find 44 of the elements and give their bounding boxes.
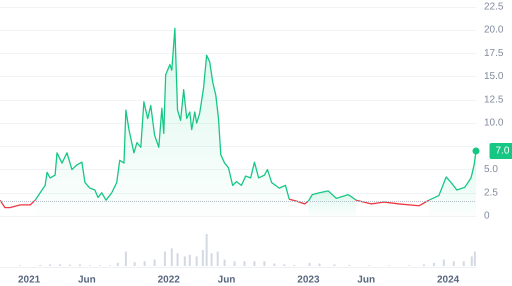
- y-tick-label: 0: [484, 210, 490, 222]
- bar: [273, 263, 276, 266]
- y-tick-label: 22.5: [484, 2, 504, 12]
- bar: [224, 260, 226, 266]
- bar: [184, 256, 186, 266]
- bar: [210, 253, 213, 266]
- annotation: 7.0: [496, 145, 510, 156]
- y-tick-label: 12.5: [484, 94, 504, 106]
- x-tick-label: 2022: [158, 274, 180, 286]
- bar: [216, 252, 219, 266]
- x-tick-label: 2021: [18, 274, 41, 286]
- bar: [154, 260, 156, 266]
- bar: [432, 262, 435, 266]
- y-tick-label: 15.0: [484, 71, 504, 82]
- bar: [462, 261, 465, 266]
- bar: [474, 252, 476, 266]
- bar: [442, 260, 445, 266]
- y-tick-label: 20.0: [484, 24, 504, 36]
- bar: [452, 261, 455, 266]
- bar: [144, 261, 146, 266]
- bar: [188, 254, 191, 266]
- bar: [318, 263, 320, 266]
- bar: [164, 252, 166, 266]
- bar: [206, 234, 208, 266]
- bar: [196, 256, 198, 266]
- bar: [170, 248, 173, 266]
- y-tick-label: 17.5: [484, 48, 504, 59]
- bar: [124, 252, 127, 266]
- bar: [244, 261, 246, 266]
- bar: [116, 262, 119, 266]
- y-tick-label: 2.5: [484, 187, 498, 198]
- bar: [176, 253, 179, 266]
- x-tick-label: 2023: [297, 274, 320, 286]
- bar: [234, 261, 236, 266]
- bar: [263, 261, 266, 266]
- bar: [253, 261, 256, 266]
- y-tick-label: 5.0: [484, 164, 498, 176]
- y-tick-label: 10.0: [484, 118, 504, 129]
- x-tick-label: Jun: [78, 274, 96, 286]
- bar: [308, 262, 311, 266]
- x-tick-label: Jun: [218, 274, 236, 286]
- x-tick-label: Jun: [357, 274, 376, 286]
- bar: [134, 262, 136, 266]
- x-tick-label: 2024: [436, 274, 460, 286]
